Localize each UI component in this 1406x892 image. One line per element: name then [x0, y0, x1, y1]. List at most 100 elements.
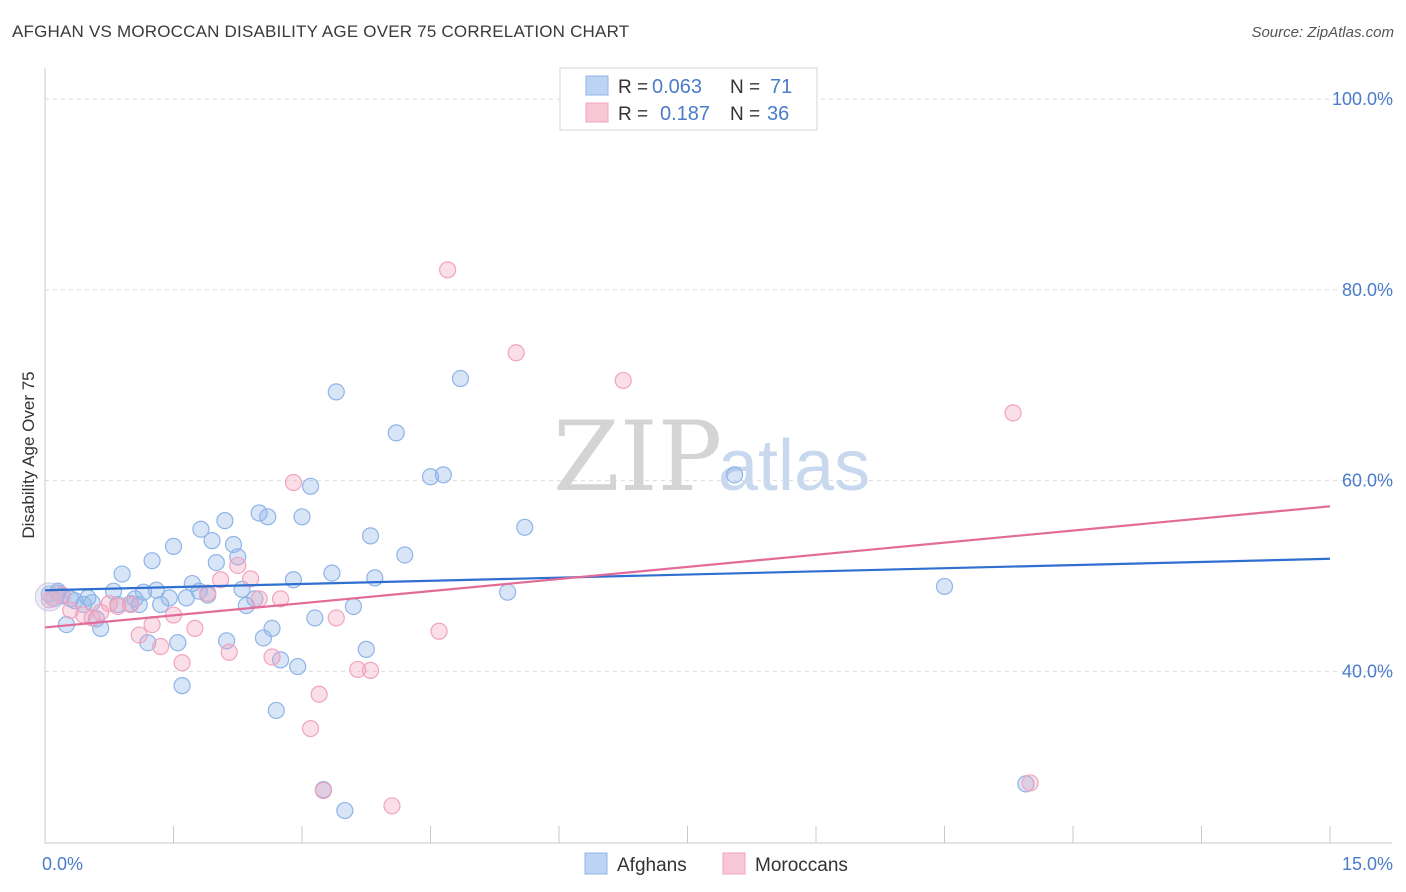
point-moroccans	[109, 597, 127, 616]
watermark-atlas: atlas	[718, 426, 870, 506]
y-tick-label: 40.0%	[1342, 661, 1393, 681]
legend-n-label-moroccans: N =	[730, 104, 760, 125]
point-afghans	[361, 527, 380, 545]
point-moroccans	[220, 643, 238, 661]
point-moroccans	[310, 685, 328, 703]
point-moroccans	[361, 661, 380, 679]
legend-bottom-swatch-afghans	[584, 852, 608, 875]
point-afghans	[293, 508, 311, 526]
legend-r-value-afghans: 0.063	[652, 76, 702, 98]
point-afghans	[421, 468, 440, 486]
legend-r-value-moroccans: 0.187	[660, 103, 710, 125]
point-afghans	[164, 537, 183, 555]
point-afghans	[344, 597, 362, 616]
point-afghans	[451, 369, 470, 388]
point-afghans	[143, 552, 161, 570]
point-afghans	[207, 553, 225, 572]
point-afghans	[726, 466, 744, 484]
point-moroccans	[62, 601, 80, 619]
point-afghans	[366, 569, 384, 587]
point-afghans	[113, 565, 131, 583]
point-moroccans	[439, 261, 457, 279]
point-afghans	[152, 595, 170, 614]
x-tick-label: 15.0%	[1342, 854, 1393, 874]
trend-line-afghans	[44, 557, 1331, 592]
point-afghans	[192, 520, 210, 538]
x-tick-labels: 0.0% 15.0%	[42, 854, 1393, 874]
watermark-zip: ZIP	[553, 401, 722, 513]
chart-source: Source: ZipAtlas.com	[1251, 24, 1394, 41]
point-afghans	[203, 532, 221, 550]
point-afghans	[323, 564, 341, 582]
point-moroccans	[314, 781, 333, 800]
chart-title: AFGHAN VS MOROCCAN DISABILITY AGE OVER 7…	[12, 22, 630, 41]
axes	[44, 68, 1392, 844]
legend-n-value-moroccans: 36	[767, 103, 789, 125]
legend-n-label-afghans: N =	[730, 77, 760, 98]
legend-n-value-afghans: 71	[770, 76, 792, 98]
point-moroccans	[284, 473, 303, 492]
point-moroccans	[250, 590, 268, 608]
point-moroccans	[327, 609, 345, 627]
point-moroccans	[301, 719, 320, 738]
point-moroccans	[199, 584, 217, 602]
point-afghans	[216, 512, 234, 530]
data-points	[34, 261, 1039, 820]
point-afghans	[263, 619, 281, 638]
point-moroccans	[152, 637, 170, 656]
trend-line-moroccans	[44, 505, 1331, 629]
point-moroccans	[430, 622, 448, 640]
point-afghans	[499, 583, 517, 601]
y-axis-title: Disability Age Over 75	[19, 371, 38, 538]
point-afghans	[169, 634, 187, 652]
point-afghans	[160, 589, 178, 607]
point-cluster	[34, 582, 64, 612]
point-moroccans	[263, 648, 281, 666]
point-moroccans	[212, 571, 230, 589]
point-afghans	[301, 477, 320, 495]
point-afghans	[289, 657, 307, 676]
legend-swatch-moroccans	[585, 102, 609, 123]
point-afghans	[387, 424, 405, 442]
gridlines	[45, 98, 1392, 672]
point-afghans	[516, 518, 534, 536]
legend-stats: R = 0.063 N = 71 R = 0.187 N = 36	[559, 67, 818, 131]
legend-r-label-afghans: R =	[618, 77, 648, 98]
legend-series: Afghans Moroccans	[584, 852, 848, 876]
point-moroccans	[242, 570, 260, 588]
point-afghans	[357, 640, 375, 658]
point-afghans	[83, 594, 101, 612]
watermark: ZIP atlas	[553, 401, 870, 513]
y-tick-labels: 40.0% 60.0% 80.0% 100.0%	[1332, 89, 1393, 681]
legend-swatch-afghans	[585, 75, 609, 96]
point-moroccans	[1021, 774, 1039, 792]
point-moroccans	[130, 626, 148, 644]
point-moroccans	[229, 556, 247, 575]
point-moroccans	[507, 344, 525, 362]
point-afghans	[173, 677, 191, 695]
point-moroccans	[122, 595, 140, 614]
legend-bottom-label-moroccans: Moroccans	[755, 855, 848, 876]
legend-bottom-swatch-moroccans	[722, 852, 746, 875]
point-afghans	[327, 383, 345, 401]
point-moroccans	[614, 371, 632, 390]
point-moroccans	[186, 619, 204, 638]
point-afghans	[935, 577, 954, 596]
point-moroccans	[271, 590, 290, 608]
point-afghans	[306, 609, 324, 627]
x-tick-label: 0.0%	[42, 854, 83, 874]
point-afghans	[434, 466, 452, 484]
y-tick-label: 60.0%	[1342, 471, 1393, 491]
point-afghans	[254, 629, 273, 647]
legend-bottom-label-afghans: Afghans	[617, 855, 687, 876]
point-afghans	[267, 701, 285, 720]
point-afghans	[250, 504, 268, 522]
trend-lines	[44, 505, 1331, 629]
point-moroccans	[173, 654, 191, 672]
point-afghans	[259, 508, 277, 526]
y-tick-label: 80.0%	[1342, 280, 1393, 300]
y-tick-label: 100.0%	[1332, 89, 1393, 109]
point-moroccans	[349, 660, 367, 679]
point-afghans	[336, 801, 354, 820]
